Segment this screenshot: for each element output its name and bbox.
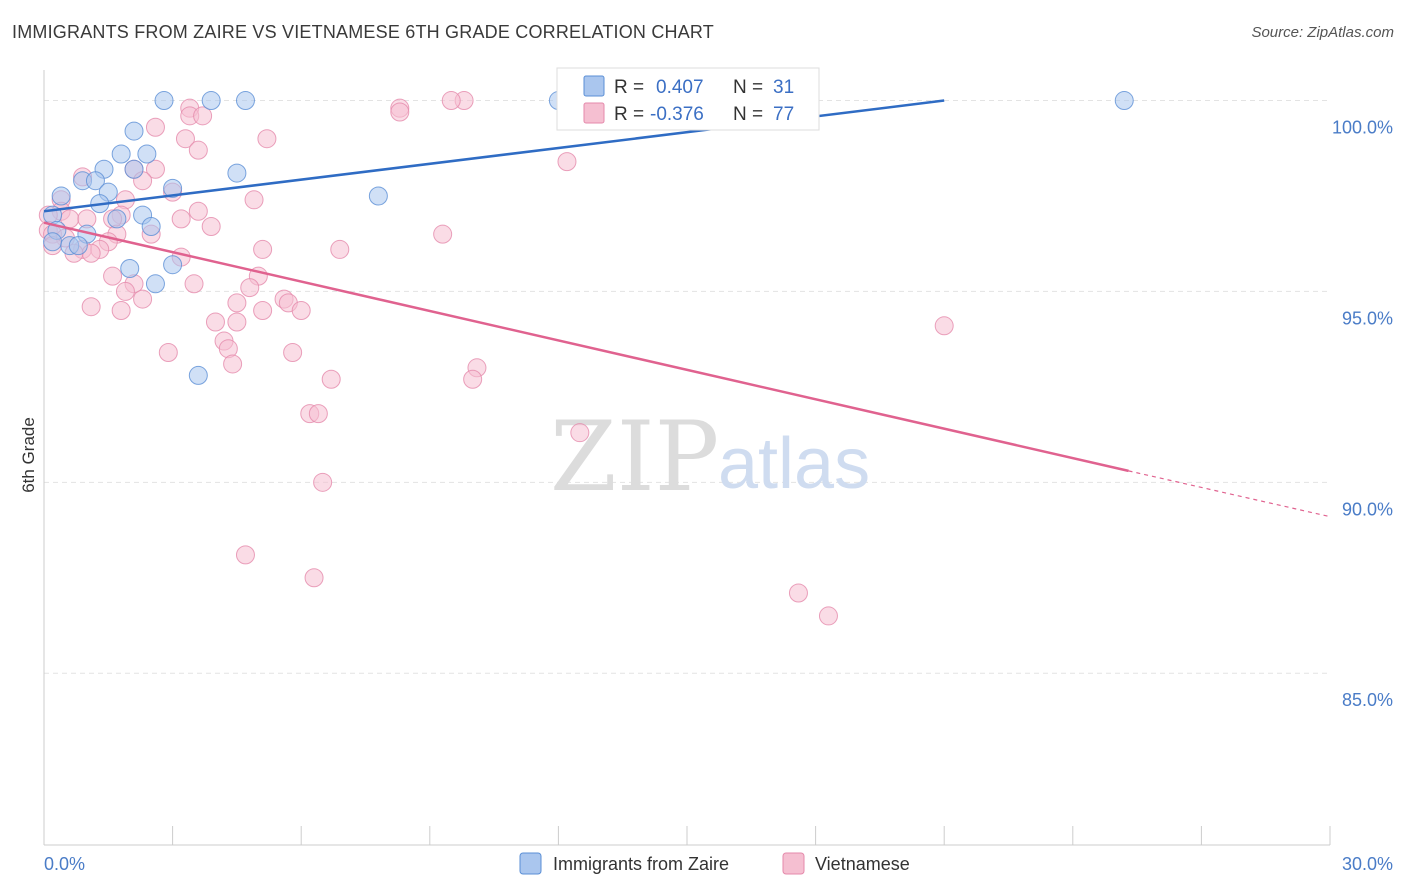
- point-vietnamese: [283, 343, 303, 363]
- point-vietnamese: [313, 472, 333, 492]
- point-vietnamese: [201, 217, 221, 237]
- point-vietnamese: [145, 117, 165, 137]
- bottom-legend: Immigrants from Zaire Vietnamese: [519, 852, 910, 875]
- y-tick-label: 90.0%: [1342, 499, 1393, 519]
- point-vietnamese: [257, 129, 277, 149]
- legend-n-label-vietnamese: N =: [733, 104, 763, 125]
- point-vietnamese: [433, 224, 453, 244]
- point-vietnamese: [240, 278, 260, 298]
- point-vietnamese: [441, 91, 461, 111]
- point-vietnamese: [788, 583, 808, 603]
- point-vietnamese: [253, 239, 273, 259]
- point-vietnamese: [570, 423, 590, 443]
- point-vietnamese: [235, 545, 255, 565]
- point-vietnamese: [557, 152, 577, 172]
- point-zaire: [368, 186, 388, 206]
- point-zaire: [120, 259, 140, 279]
- point-vietnamese: [463, 369, 483, 389]
- point-zaire: [68, 236, 88, 256]
- point-zaire: [163, 255, 183, 275]
- point-zaire: [163, 178, 183, 198]
- point-vietnamese: [145, 159, 165, 179]
- legend-r-value-zaire: 0.407: [656, 77, 704, 98]
- legend-swatch-zaire: [583, 75, 605, 97]
- bottom-legend-swatch-zaire: [519, 852, 542, 875]
- point-vietnamese: [818, 606, 838, 626]
- point-zaire: [124, 159, 144, 179]
- point-vietnamese: [291, 301, 311, 321]
- point-vietnamese: [308, 404, 328, 424]
- point-vietnamese: [133, 289, 153, 309]
- point-vietnamese: [111, 301, 131, 321]
- point-vietnamese: [115, 281, 135, 301]
- point-vietnamese: [244, 190, 264, 210]
- point-vietnamese: [227, 293, 247, 313]
- point-zaire: [137, 144, 157, 164]
- legend-n-value-vietnamese: 77: [773, 104, 794, 125]
- bottom-legend-label-zaire: Immigrants from Zaire: [553, 854, 729, 874]
- point-vietnamese: [223, 354, 243, 374]
- chart-title: IMMIGRANTS FROM ZAIRE VS VIETNAMESE 6TH …: [12, 22, 715, 42]
- x-tick-label: 0.0%: [44, 854, 85, 874]
- point-vietnamese: [158, 343, 178, 363]
- trend-line-vietnamese: [43, 221, 1129, 473]
- point-vietnamese: [321, 369, 341, 389]
- legend-n-label-zaire: N =: [733, 77, 763, 98]
- point-vietnamese: [193, 106, 213, 126]
- legend-swatch-vietnamese: [583, 102, 605, 124]
- point-vietnamese: [103, 266, 123, 286]
- trend-line-vietnamese-extension: [1128, 470, 1331, 518]
- y-tick-label: 100.0%: [1332, 118, 1393, 138]
- watermark: ZIP atlas: [550, 401, 870, 513]
- point-vietnamese: [934, 316, 954, 336]
- point-vietnamese: [390, 102, 410, 122]
- ticks-layer: 85.0% 90.0% 95.0% 100.0% 0.0% 30.0%: [44, 118, 1393, 874]
- x-tick-label: 30.0%: [1342, 854, 1393, 874]
- point-vietnamese: [171, 209, 191, 229]
- point-vietnamese: [184, 274, 204, 294]
- point-vietnamese: [304, 568, 324, 588]
- legend-r-value-vietnamese: -0.376: [650, 104, 704, 125]
- bottom-legend-label-vietnamese: Vietnamese: [815, 854, 910, 874]
- point-vietnamese: [188, 140, 208, 160]
- point-zaire: [111, 144, 131, 164]
- point-vietnamese: [175, 129, 195, 149]
- axes-layer: [43, 70, 1331, 846]
- chart-source: Source: ZipAtlas.com: [1251, 24, 1394, 41]
- point-zaire: [43, 232, 63, 252]
- point-zaire: [188, 365, 208, 385]
- point-zaire: [154, 91, 174, 111]
- point-zaire: [1114, 91, 1134, 111]
- legend-r-label-vietnamese: R =: [614, 104, 644, 125]
- point-zaire: [145, 274, 165, 294]
- legend-r-label-zaire: R =: [614, 77, 644, 98]
- bottom-legend-swatch-vietnamese: [782, 852, 805, 875]
- point-vietnamese: [205, 312, 225, 332]
- y-tick-label: 95.0%: [1342, 308, 1393, 328]
- point-vietnamese: [253, 301, 273, 321]
- legend-n-value-zaire: 31: [773, 77, 794, 98]
- y-axis-label: 6th Grade: [19, 417, 38, 493]
- point-vietnamese: [188, 201, 208, 221]
- point-zaire: [107, 209, 127, 229]
- point-zaire: [235, 91, 255, 111]
- watermark-zip: ZIP: [550, 401, 719, 513]
- y-tick-label: 85.0%: [1342, 690, 1393, 710]
- point-vietnamese: [227, 312, 247, 332]
- legend: R = 0.407 N = 31 R = -0.376 N = 77: [556, 67, 820, 131]
- point-zaire: [51, 186, 71, 206]
- point-zaire: [201, 91, 221, 111]
- watermark-atlas: atlas: [718, 424, 870, 504]
- point-vietnamese: [81, 297, 101, 317]
- point-zaire: [227, 163, 247, 183]
- point-zaire: [124, 121, 144, 141]
- point-zaire: [141, 217, 161, 237]
- points-layer: [38, 91, 1134, 626]
- point-zaire: [85, 171, 105, 191]
- point-vietnamese: [330, 239, 350, 259]
